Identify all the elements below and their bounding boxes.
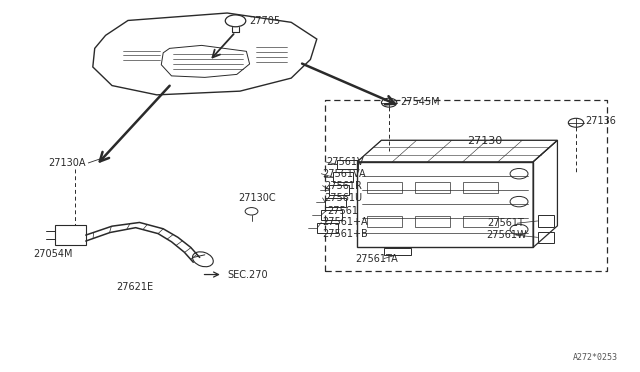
Bar — [463, 216, 498, 227]
Bar — [337, 160, 358, 169]
Bar — [357, 162, 533, 247]
Bar — [321, 210, 342, 220]
Bar — [55, 225, 86, 245]
Text: 27561R: 27561R — [324, 181, 362, 190]
Bar — [463, 182, 498, 193]
Text: 27561VA: 27561VA — [323, 169, 366, 179]
Text: 27136: 27136 — [585, 116, 616, 125]
Text: 27130A: 27130A — [48, 158, 86, 168]
Text: SEC.270: SEC.270 — [227, 270, 268, 279]
Bar — [325, 198, 346, 207]
Bar — [367, 216, 402, 227]
Text: A272*0253: A272*0253 — [573, 353, 618, 362]
Bar — [415, 182, 450, 193]
Bar — [317, 223, 338, 232]
Bar — [329, 185, 349, 195]
Text: 27561W: 27561W — [486, 230, 527, 240]
Text: 27130: 27130 — [467, 137, 502, 146]
Bar — [367, 182, 402, 193]
Text: 27545M: 27545M — [401, 97, 440, 107]
Text: 27130C: 27130C — [238, 193, 276, 203]
Text: 27054M: 27054M — [33, 249, 73, 259]
Bar — [538, 232, 554, 243]
Text: 27561TA: 27561TA — [355, 254, 398, 263]
Text: 27561+B: 27561+B — [323, 230, 368, 239]
Bar — [415, 216, 450, 227]
Text: 27561U: 27561U — [324, 193, 362, 203]
Bar — [333, 172, 353, 182]
Text: 27561T: 27561T — [488, 218, 525, 228]
Text: 27561: 27561 — [328, 206, 358, 215]
Bar — [384, 248, 411, 255]
Text: 27561V: 27561V — [326, 157, 364, 167]
Text: 27621E: 27621E — [116, 282, 154, 292]
Text: 27561+A: 27561+A — [323, 218, 368, 227]
Bar — [538, 215, 554, 227]
Text: 27705: 27705 — [250, 16, 281, 26]
